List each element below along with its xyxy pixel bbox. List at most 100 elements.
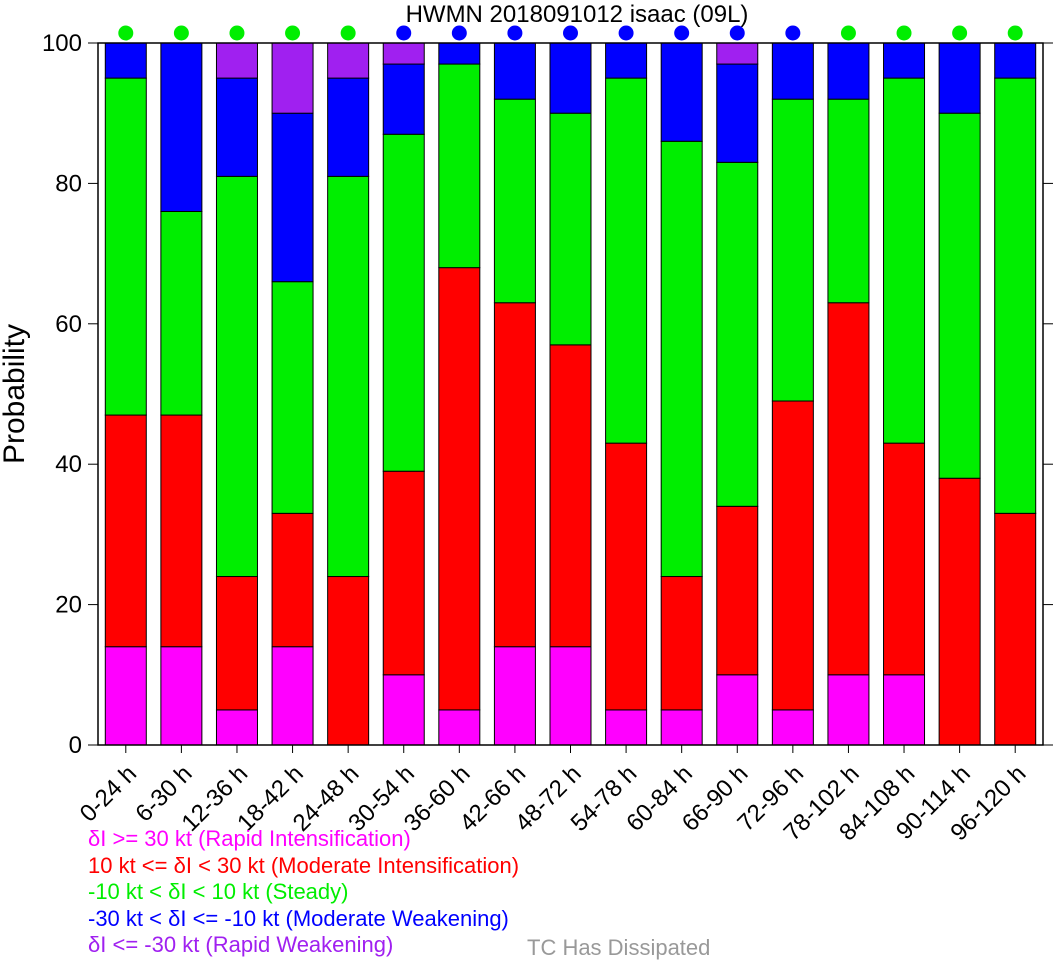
marker-dot-36-60h [451,25,467,41]
marker-dot-24-48h [340,25,356,41]
bar-segment-24-48h-s2 [327,175,370,578]
marker-dot-96-120h [1007,25,1023,41]
marker-dot-72-96h [785,25,801,41]
y-axis-label: Probability [0,324,31,464]
marker-dot-6-30h [173,25,189,41]
marker-dot-66-90h [729,25,745,41]
bar-segment-48-72h-s3 [549,42,592,114]
bar-segment-0-24h-s2 [104,77,147,416]
marker-dot-78-102h [840,25,856,41]
bar-segment-0-24h-s1 [104,414,147,648]
bar-segment-60-84h-s3 [660,42,703,142]
bar-segment-72-96h-s3 [771,42,814,100]
bar-segment-18-42h-s4 [271,42,314,114]
bar-segment-54-78h-s0 [605,709,648,746]
marker-dot-84-108h [896,25,912,41]
bar-segment-84-108h-s3 [883,42,926,79]
bar-segment-90-114h-s2 [938,112,981,479]
bar-segment-36-60h-s2 [438,63,481,269]
bar-segment-12-36h-s1 [215,576,258,711]
bar-segment-72-96h-s0 [771,709,814,746]
bar-segment-54-78h-s1 [605,442,648,711]
bar-segment-12-36h-s0 [215,709,258,746]
bar-segment-0-24h-s0 [104,646,147,746]
bar-segment-96-120h-s2 [994,77,1037,514]
y-tick-label-100: 100 [42,30,82,57]
bar-segment-18-42h-s0 [271,646,314,746]
marker-dot-60-84h [674,25,690,41]
bar-segment-66-90h-s1 [716,505,759,676]
bar-segment-18-42h-s3 [271,112,314,283]
bar-segment-60-84h-s2 [660,140,703,578]
bar-segment-96-120h-s3 [994,42,1037,79]
bar-segment-12-36h-s4 [215,42,258,79]
bar-segment-78-102h-s3 [827,42,870,100]
bar-segment-48-72h-s2 [549,112,592,346]
bar-segment-78-102h-s0 [827,674,870,746]
bar-segment-36-60h-s3 [438,42,481,65]
bar-segment-78-102h-s2 [827,98,870,304]
bar-segment-66-90h-s0 [716,674,759,746]
bar-segment-18-42h-s1 [271,512,314,648]
marker-dot-18-42h [285,25,301,41]
marker-dot-42-66h [507,25,523,41]
bar-segment-42-66h-s1 [493,302,536,648]
bar-segment-30-54h-s4 [382,42,425,65]
bar-segment-18-42h-s2 [271,281,314,514]
marker-dot-12-36h [229,25,245,41]
bar-segment-66-90h-s2 [716,161,759,507]
bar-segment-48-72h-s0 [549,646,592,746]
marker-dot-90-114h [952,25,968,41]
legend: δI >= 30 kt (Rapid Intensification) 10 k… [88,826,519,959]
bar-segment-54-78h-s3 [605,42,648,79]
bar-segment-36-60h-s0 [438,709,481,746]
bar-segment-48-72h-s1 [549,344,592,648]
legend-rapid-intensification: δI >= 30 kt (Rapid Intensification) [88,826,411,851]
legend-rapid-weakening: δI <= -30 kt (Rapid Weakening) [88,932,394,957]
bar-segment-84-108h-s1 [883,442,926,676]
chart-title: HWMN 2018091012 isaac (09L) [406,1,749,28]
legend-moderate-weakening: -30 kt < δI <= -10 kt (Moderate Weakenin… [88,905,509,931]
bar-segment-96-120h-s1 [994,512,1037,746]
bar-segment-42-66h-s2 [493,98,536,304]
bar-segment-54-78h-s2 [605,77,648,444]
y-tick-label-60: 60 [55,311,82,338]
y-tick-label-40: 40 [55,451,82,478]
bar-segment-72-96h-s1 [771,400,814,711]
bar-segment-60-84h-s0 [660,709,703,746]
y-tick-label-80: 80 [55,170,82,197]
bar-segment-30-54h-s0 [382,674,425,746]
bar-segment-42-66h-s3 [493,42,536,100]
bar-segment-12-36h-s2 [215,175,258,578]
bar-segment-90-114h-s1 [938,477,981,746]
bar-segment-6-30h-s0 [160,646,203,746]
bar-segment-60-84h-s1 [660,576,703,711]
marker-dot-0-24h [118,25,134,41]
bar-segment-24-48h-s4 [327,42,370,79]
bar-segment-72-96h-s2 [771,98,814,402]
bar-segment-66-90h-s3 [716,63,759,163]
bar-segment-84-108h-s0 [883,674,926,746]
bar-segment-0-24h-s3 [104,42,147,79]
bar-segment-66-90h-s4 [716,42,759,65]
bar-segment-30-54h-s2 [382,133,425,472]
bar-segment-30-54h-s3 [382,63,425,135]
marker-dot-48-72h [563,25,578,41]
marker-dot-54-78h [618,25,634,41]
y-tick-label-0: 0 [69,732,82,759]
legend-moderate-intensification: 10 kt <= δI < 30 kt (Moderate Intensific… [88,852,520,878]
bar-segment-12-36h-s3 [215,77,258,177]
marker-dot-30-54h [396,25,412,41]
bar-segment-24-48h-s3 [327,77,370,177]
bar-segment-78-102h-s1 [827,302,870,676]
y-tick-label-20: 20 [55,592,82,619]
bar-segment-24-48h-s1 [327,576,370,746]
bar-segment-6-30h-s2 [160,210,203,416]
legend-steady: -10 kt < δI < 10 kt (Steady) [88,879,349,904]
x-tick-label-0-24h: 0-24 h [75,760,142,827]
plot-frame [97,42,1044,746]
bar-segment-6-30h-s1 [160,414,203,648]
bar-segment-90-114h-s3 [938,42,981,114]
bar-segment-36-60h-s1 [438,267,481,711]
